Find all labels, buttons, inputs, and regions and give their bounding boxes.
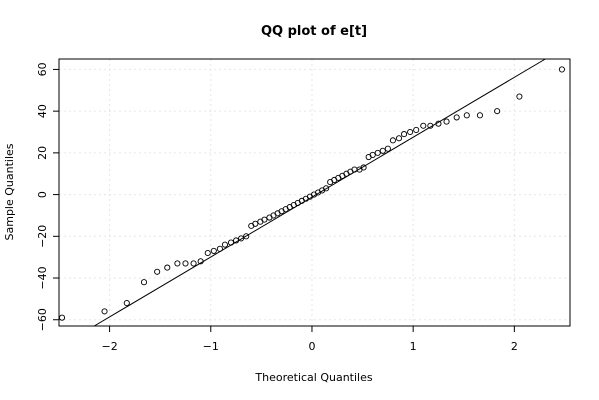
data-point bbox=[384, 145, 391, 152]
data-point bbox=[227, 239, 235, 246]
x-tick-label: 2 bbox=[511, 340, 518, 353]
grid-lines bbox=[59, 59, 570, 326]
data-point bbox=[140, 279, 148, 286]
y-tick-label: 40 bbox=[36, 104, 49, 118]
data-point bbox=[164, 264, 171, 271]
data-point bbox=[58, 314, 66, 321]
y-tick-label: −60 bbox=[36, 308, 49, 331]
data-point bbox=[413, 126, 420, 133]
x-axis-label: Theoretical Quantiles bbox=[254, 371, 372, 384]
data-point bbox=[374, 149, 381, 156]
data-point bbox=[190, 260, 197, 267]
x-tick-label: 0 bbox=[308, 340, 315, 353]
y-axis: −60 −40 −20 0 20 40 60 bbox=[36, 62, 59, 331]
y-tick-label: 0 bbox=[36, 191, 49, 198]
data-point bbox=[174, 260, 181, 267]
x-tick-label: 1 bbox=[410, 340, 417, 353]
y-tick-label: −20 bbox=[36, 225, 49, 248]
data-point bbox=[389, 137, 396, 144]
data-point bbox=[369, 151, 376, 159]
data-point bbox=[323, 185, 330, 192]
data-point bbox=[221, 241, 228, 248]
data-point bbox=[427, 122, 434, 129]
data-point bbox=[123, 300, 130, 307]
data-point bbox=[238, 235, 245, 242]
data-point bbox=[443, 118, 450, 125]
data-point bbox=[204, 249, 211, 257]
data-point bbox=[516, 93, 523, 100]
data-point bbox=[210, 247, 217, 254]
x-axis: −2 −1 0 1 2 bbox=[101, 326, 518, 353]
data-point bbox=[182, 260, 189, 267]
data-points bbox=[58, 66, 565, 321]
data-point bbox=[261, 216, 268, 223]
data-point bbox=[252, 220, 259, 227]
y-tick-label: −40 bbox=[36, 266, 49, 289]
data-point bbox=[101, 308, 108, 315]
data-point bbox=[197, 258, 204, 265]
reference-line bbox=[93, 58, 546, 327]
data-point bbox=[395, 135, 403, 142]
data-point bbox=[216, 245, 223, 252]
reference-line-group bbox=[93, 58, 546, 327]
y-axis-label: Sample Quantiles bbox=[3, 143, 16, 240]
data-point bbox=[476, 112, 483, 119]
data-point bbox=[435, 120, 442, 127]
data-point bbox=[420, 122, 427, 129]
data-point bbox=[453, 114, 460, 121]
data-point bbox=[463, 112, 470, 119]
chart-title: QQ plot of e[t] bbox=[261, 24, 367, 39]
data-point bbox=[243, 233, 250, 240]
data-point bbox=[154, 268, 161, 275]
x-tick-label: −2 bbox=[101, 340, 117, 353]
data-point bbox=[233, 237, 240, 244]
data-point bbox=[407, 128, 414, 136]
data-point bbox=[558, 66, 565, 73]
data-point bbox=[351, 166, 358, 173]
data-point bbox=[401, 131, 408, 138]
x-tick-label: −1 bbox=[203, 340, 219, 353]
y-tick-label: 20 bbox=[36, 146, 49, 160]
y-tick-label: 60 bbox=[36, 62, 49, 76]
data-point bbox=[379, 147, 386, 154]
data-point bbox=[494, 108, 501, 115]
plot-frame bbox=[58, 58, 571, 327]
data-point bbox=[360, 164, 367, 171]
